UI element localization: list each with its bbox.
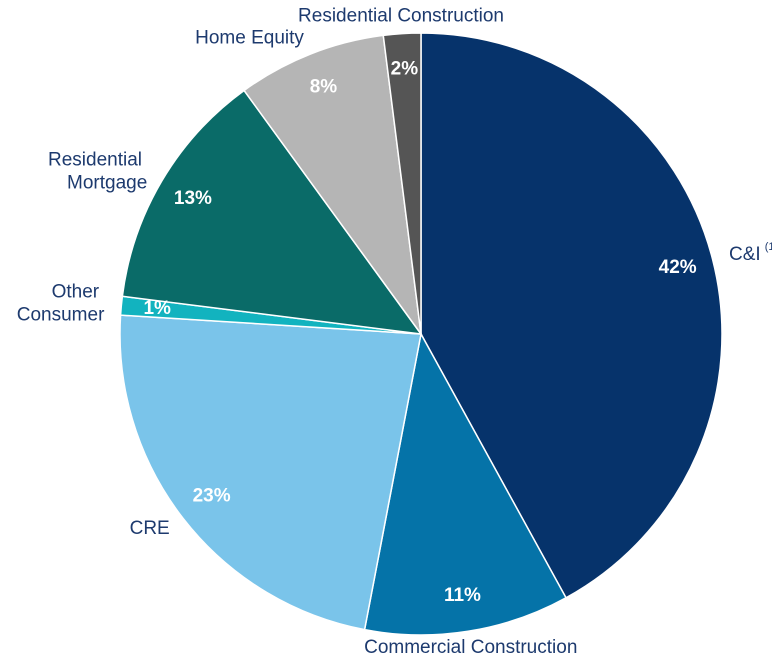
category-label: CRE <box>130 518 170 539</box>
value-label: 13% <box>174 188 212 209</box>
category-label: Commercial Construction <box>364 637 577 658</box>
value-label: 23% <box>193 485 231 506</box>
footnote-mark: (1) <box>765 241 772 253</box>
value-label: 2% <box>391 59 419 80</box>
pie-slice <box>121 89 423 335</box>
value-label: 11% <box>444 585 481 606</box>
category-label: Home Equity <box>195 27 304 48</box>
pie-slice <box>382 32 422 335</box>
pie-slice <box>243 34 422 335</box>
value-label: 8% <box>310 77 338 98</box>
category-label: C&I <box>729 244 761 265</box>
category-label: Residential Construction <box>298 6 504 27</box>
pie-slice <box>420 32 723 599</box>
category-label: Residential Mortgage <box>48 150 147 194</box>
pie-slice <box>119 314 422 631</box>
pie-slice <box>363 331 568 636</box>
value-label: 1% <box>143 298 171 319</box>
value-label: 42% <box>659 257 697 278</box>
category-label: Other Consumer <box>17 282 105 326</box>
